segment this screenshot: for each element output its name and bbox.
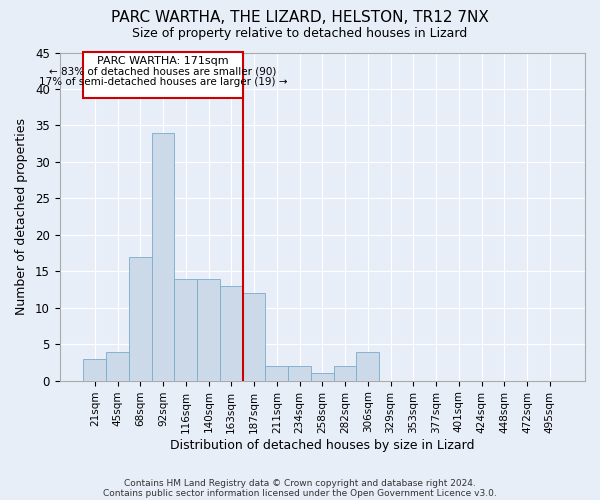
Bar — [356, 352, 379, 380]
Text: 17% of semi-detached houses are larger (19) →: 17% of semi-detached houses are larger (… — [39, 78, 287, 88]
Text: Contains public sector information licensed under the Open Government Licence v3: Contains public sector information licen… — [103, 488, 497, 498]
Bar — [265, 366, 288, 380]
Bar — [311, 374, 334, 380]
Bar — [175, 278, 197, 380]
Text: ← 83% of detached houses are smaller (90): ← 83% of detached houses are smaller (90… — [49, 66, 277, 76]
Bar — [83, 52, 242, 98]
Bar — [106, 352, 129, 380]
Text: Size of property relative to detached houses in Lizard: Size of property relative to detached ho… — [133, 28, 467, 40]
X-axis label: Distribution of detached houses by size in Lizard: Distribution of detached houses by size … — [170, 440, 475, 452]
Bar — [197, 278, 220, 380]
Y-axis label: Number of detached properties: Number of detached properties — [15, 118, 28, 315]
Text: PARC WARTHA, THE LIZARD, HELSTON, TR12 7NX: PARC WARTHA, THE LIZARD, HELSTON, TR12 7… — [111, 10, 489, 25]
Bar — [242, 293, 265, 380]
Bar — [152, 132, 175, 380]
Bar — [220, 286, 242, 380]
Bar — [334, 366, 356, 380]
Text: PARC WARTHA: 171sqm: PARC WARTHA: 171sqm — [97, 56, 229, 66]
Bar — [288, 366, 311, 380]
Bar — [129, 256, 152, 380]
Bar — [83, 359, 106, 380]
Text: Contains HM Land Registry data © Crown copyright and database right 2024.: Contains HM Land Registry data © Crown c… — [124, 478, 476, 488]
